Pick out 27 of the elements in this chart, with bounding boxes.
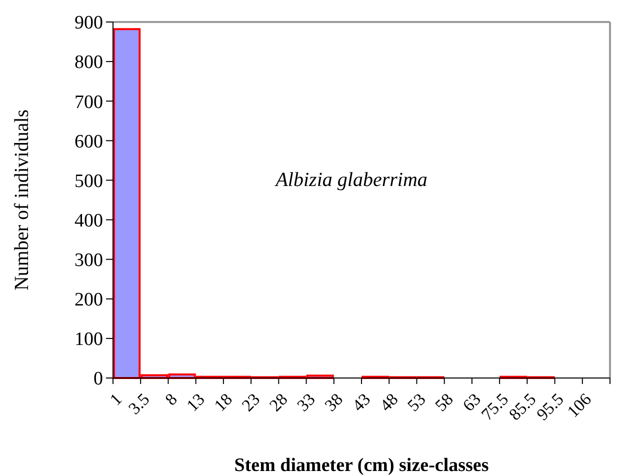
x-tick-label: 33 <box>293 390 319 416</box>
x-tick-label: 13 <box>182 390 208 416</box>
x-tick-label: 18 <box>210 390 236 416</box>
x-tick-label: 28 <box>266 390 292 416</box>
y-tick-label: 600 <box>74 131 103 152</box>
y-tick-label: 500 <box>74 170 103 192</box>
y-tick-label: 0 <box>94 368 103 390</box>
x-axis-title: Stem diameter (cm) size-classes <box>234 455 489 475</box>
y-axis-title: Number of individuals <box>11 109 33 291</box>
x-tick-label: 3.5 <box>124 390 154 418</box>
y-tick-label: 900 <box>74 12 103 34</box>
y-tick-label: 100 <box>74 329 103 350</box>
annotation: Albizia glaberrima <box>274 168 428 191</box>
y-tick-label: 300 <box>74 250 103 271</box>
x-tick-label: 38 <box>320 390 346 416</box>
y-tick-label: 700 <box>74 92 103 113</box>
y-tick-label: 200 <box>74 290 103 311</box>
x-tick-label: 23 <box>238 390 264 416</box>
x-tick-label: 8 <box>161 390 181 410</box>
y-tick-label: 400 <box>74 210 103 232</box>
x-tick-label: 53 <box>404 390 430 416</box>
x-tick-label: 58 <box>431 390 457 416</box>
y-tick-label: 800 <box>74 52 103 74</box>
x-tick-label: 48 <box>376 390 402 416</box>
x-tick-label: 43 <box>348 390 374 416</box>
x-tick-label: 106 <box>563 390 595 422</box>
x-tick-label: 1 <box>106 390 126 410</box>
